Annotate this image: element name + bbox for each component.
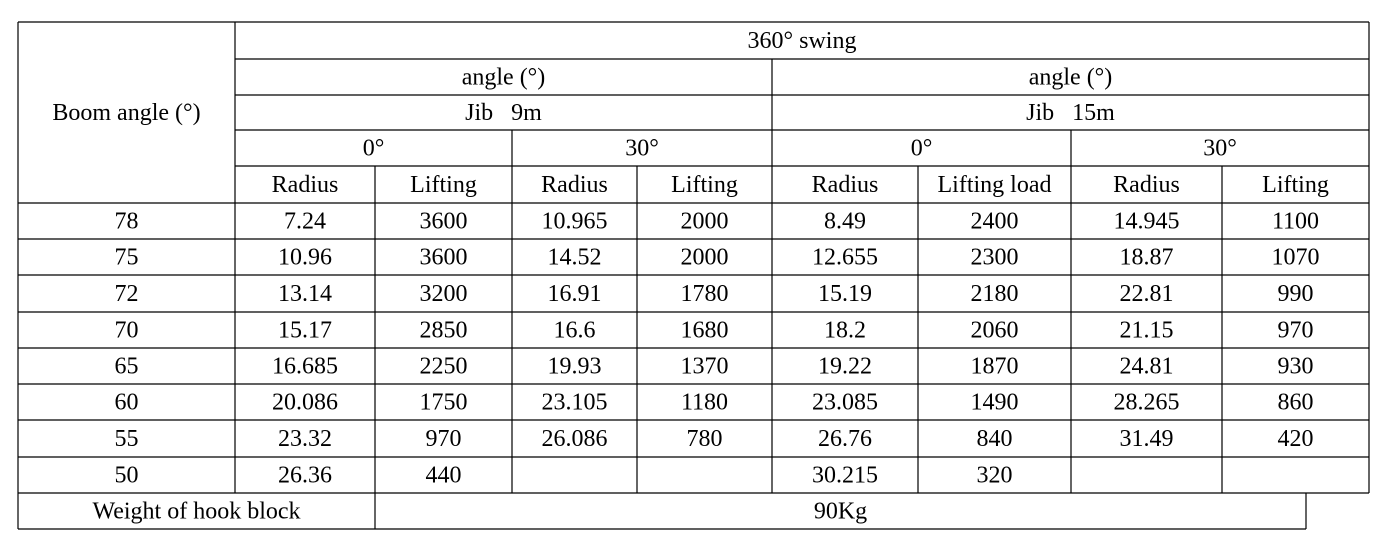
table-cell: 970 xyxy=(1278,318,1314,344)
table-cell: 18.2 xyxy=(824,318,866,344)
table-cell: 20.086 xyxy=(272,390,338,416)
table-cell: 18.87 xyxy=(1120,245,1174,271)
column-header: Radius xyxy=(812,172,879,198)
row-header: 78 xyxy=(115,209,139,235)
table-cell: 440 xyxy=(426,463,462,489)
table-cell: 3600 xyxy=(420,209,468,235)
table-cell: 15.17 xyxy=(278,318,332,344)
table-cell: 7.24 xyxy=(284,209,326,235)
table-cell: 16.6 xyxy=(554,318,596,344)
swing-header: 360° swing xyxy=(748,28,857,54)
jib-header: Jib 9m xyxy=(465,100,542,126)
footer-value: 90Kg xyxy=(814,499,867,525)
column-header: Radius xyxy=(272,172,339,198)
table-cell: 13.14 xyxy=(278,281,332,307)
table-cell: 26.36 xyxy=(278,463,332,489)
table-cell: 23.105 xyxy=(542,390,608,416)
table-cell: 14.945 xyxy=(1114,209,1180,235)
table-cell: 1870 xyxy=(971,354,1019,380)
row-header: 55 xyxy=(115,426,139,452)
table-cell: 2850 xyxy=(420,318,468,344)
table-cell: 3600 xyxy=(420,245,468,271)
table-cell: 2000 xyxy=(681,209,729,235)
table-cell: 16.685 xyxy=(272,354,338,380)
table-cell: 21.15 xyxy=(1120,318,1174,344)
row-header: 65 xyxy=(115,354,139,380)
table-cell: 320 xyxy=(977,463,1013,489)
table-cell: 19.93 xyxy=(548,354,602,380)
table-cell: 930 xyxy=(1278,354,1314,380)
table-cell: 990 xyxy=(1278,281,1314,307)
table-cell: 3200 xyxy=(420,281,468,307)
table-cell: 10.965 xyxy=(542,209,608,235)
table-cell: 780 xyxy=(687,426,723,452)
table-cell: 2300 xyxy=(971,245,1019,271)
table-cell: 10.96 xyxy=(278,245,332,271)
sub-angle-header: 30° xyxy=(1203,136,1237,162)
column-header: Lifting xyxy=(410,172,477,198)
table-cell: 26.086 xyxy=(542,426,608,452)
table-cell: 31.49 xyxy=(1120,426,1174,452)
table-cell: 1180 xyxy=(681,390,728,416)
table-cell: 1370 xyxy=(681,354,729,380)
column-header: Radius xyxy=(1113,172,1180,198)
table-cell: 22.81 xyxy=(1120,281,1174,307)
table-cell: 1100 xyxy=(1272,209,1319,235)
row-header: 75 xyxy=(115,245,139,271)
table-cell: 15.19 xyxy=(818,281,872,307)
row-header: 70 xyxy=(115,318,139,344)
table-cell: 12.655 xyxy=(812,245,878,271)
row-header: 50 xyxy=(115,463,139,489)
sub-angle-header: 30° xyxy=(625,136,659,162)
table-cell: 860 xyxy=(1278,390,1314,416)
footer-label: Weight of hook block xyxy=(92,499,300,525)
table-cell: 2180 xyxy=(971,281,1019,307)
table-cell: 2400 xyxy=(971,209,1019,235)
angle-header: angle (°) xyxy=(462,65,546,91)
table-cell: 19.22 xyxy=(818,354,872,380)
table-cell: 420 xyxy=(1278,426,1314,452)
sub-angle-header: 0° xyxy=(363,136,385,162)
table-cell: 970 xyxy=(426,426,462,452)
table-cell: 2060 xyxy=(971,318,1019,344)
table-cell: 1070 xyxy=(1272,245,1320,271)
table-cell: 1680 xyxy=(681,318,729,344)
table-cell: 26.76 xyxy=(818,426,872,452)
table-cell: 1780 xyxy=(681,281,729,307)
column-header: Lifting load xyxy=(938,172,1052,198)
table-cell: 1490 xyxy=(971,390,1019,416)
table-cell: 14.52 xyxy=(548,245,602,271)
table-cell: 28.265 xyxy=(1114,390,1180,416)
table-cell: 8.49 xyxy=(824,209,866,235)
column-header: Radius xyxy=(541,172,608,198)
sub-angle-header: 0° xyxy=(911,136,933,162)
table-cell: 23.32 xyxy=(278,426,332,452)
angle-header: angle (°) xyxy=(1029,65,1113,91)
table-cell: 1750 xyxy=(420,390,468,416)
table-cell: 24.81 xyxy=(1120,354,1174,380)
table-cell: 2250 xyxy=(420,354,468,380)
table-cell: 840 xyxy=(977,426,1013,452)
column-header: Lifting xyxy=(1262,172,1329,198)
table-cell: 23.085 xyxy=(812,390,878,416)
jib-header: Jib 15m xyxy=(1026,100,1115,126)
table-cell: 16.91 xyxy=(548,281,602,307)
row-header: 72 xyxy=(115,281,139,307)
corner-header: Boom angle (°) xyxy=(52,100,200,126)
column-header: Lifting xyxy=(671,172,738,198)
table-cell: 2000 xyxy=(681,245,729,271)
row-header: 60 xyxy=(115,390,139,416)
table-cell: 30.215 xyxy=(812,463,878,489)
